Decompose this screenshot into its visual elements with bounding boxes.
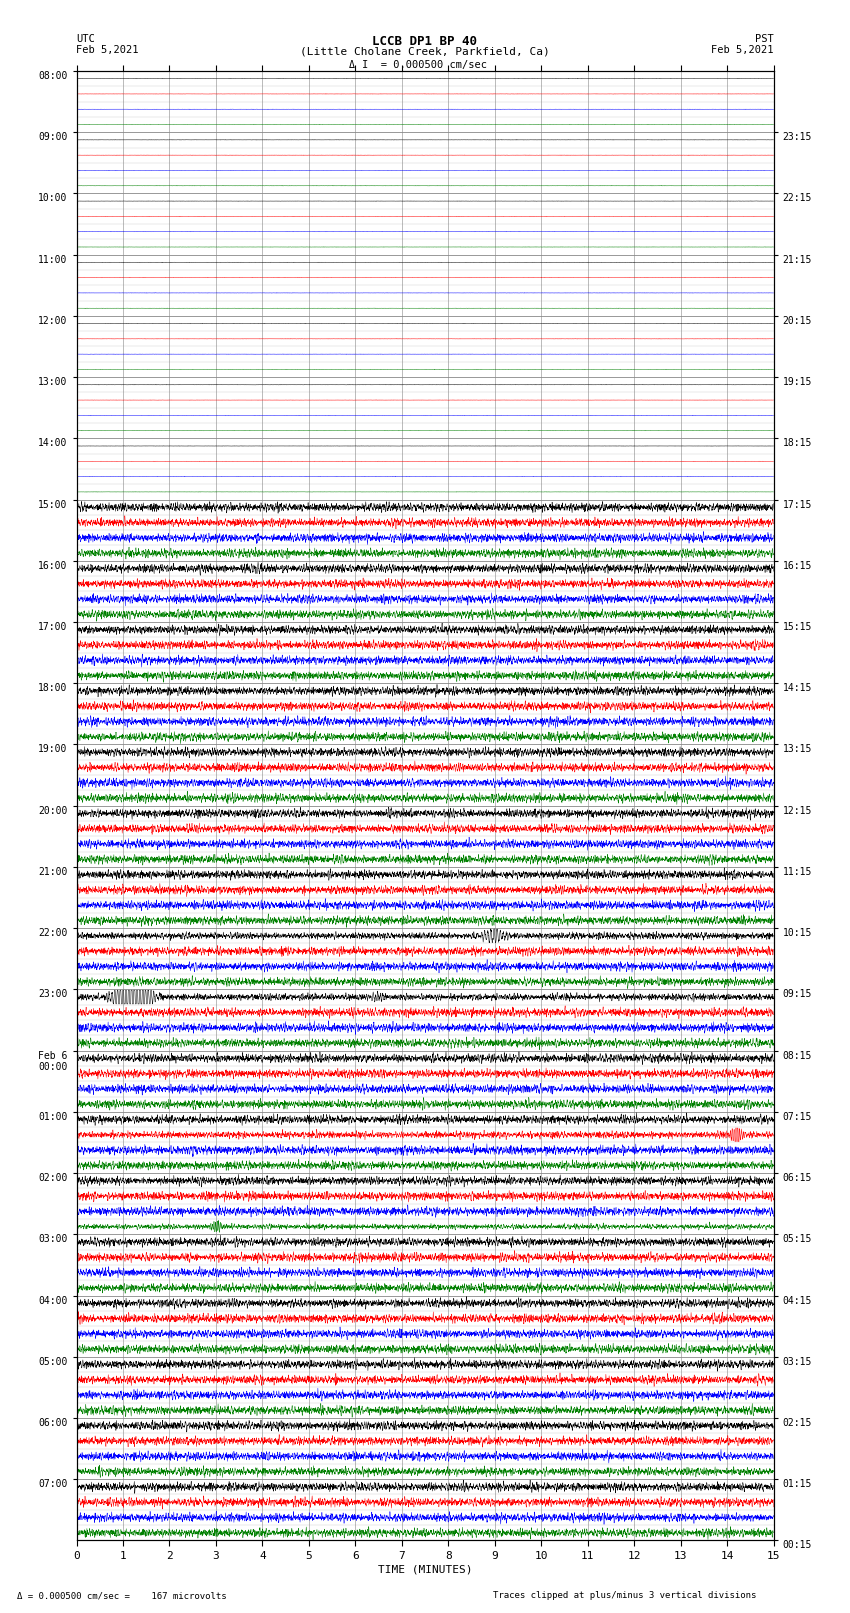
Text: PST: PST <box>755 34 774 44</box>
Text: I  = 0.000500 cm/sec: I = 0.000500 cm/sec <box>362 60 488 69</box>
Text: Feb 5,2021: Feb 5,2021 <box>76 45 139 55</box>
Text: Traces clipped at plus/minus 3 vertical divisions: Traces clipped at plus/minus 3 vertical … <box>493 1590 756 1600</box>
Text: Feb 5,2021: Feb 5,2021 <box>711 45 774 55</box>
Text: (Little Cholane Creek, Parkfield, Ca): (Little Cholane Creek, Parkfield, Ca) <box>300 47 550 56</box>
Text: LCCB DP1 BP 40: LCCB DP1 BP 40 <box>372 35 478 48</box>
Text: Δ: Δ <box>348 60 354 69</box>
X-axis label: TIME (MINUTES): TIME (MINUTES) <box>377 1565 473 1574</box>
Text: Δ = 0.000500 cm/sec =    167 microvolts: Δ = 0.000500 cm/sec = 167 microvolts <box>17 1590 227 1600</box>
Text: UTC: UTC <box>76 34 95 44</box>
